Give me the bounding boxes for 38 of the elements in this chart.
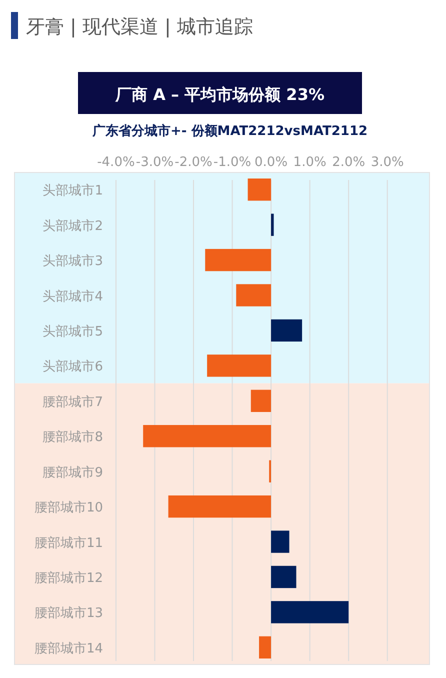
x-tick-label: 1.0% (293, 155, 326, 170)
bar (207, 354, 272, 377)
x-tick-label: -4.0% (97, 155, 135, 170)
x-tick-label: -2.0% (174, 155, 212, 170)
bar (143, 425, 272, 448)
y-tick-label: 腰部城市12 (34, 570, 103, 586)
bar (205, 248, 272, 272)
y-tick-label: 腰部城市11 (34, 536, 103, 551)
bar (271, 601, 349, 624)
y-tick-label: 头部城市3 (42, 254, 103, 270)
y-tick-label: 头部城市5 (42, 324, 103, 340)
y-tick-label: 头部城市6 (42, 360, 103, 375)
y-tick-label: 头部城市4 (42, 289, 103, 304)
bar (271, 319, 302, 342)
y-tick-label: 腰部城市9 (42, 465, 103, 480)
bar (168, 495, 272, 518)
y-tick-label: 腰部城市7 (42, 394, 103, 410)
y-tick-label: 腰部城市13 (34, 606, 103, 622)
y-tick-label: 腰部城市8 (42, 430, 103, 446)
bar (271, 566, 296, 588)
chart-subtitle: 厂商 A – 平均市场份额 23% (114, 85, 324, 104)
text: 广东省分城市+- 份额MAT2212vsMAT2112 (91, 123, 368, 139)
x-tick-label: 0.0% (254, 155, 288, 170)
bar (271, 214, 274, 236)
bar (248, 178, 272, 201)
x-tick-label: -3.0% (136, 155, 174, 170)
y-tick-label: 腰部城市14 (34, 641, 103, 656)
bar (259, 636, 272, 658)
x-tick-label: -1.0% (213, 155, 252, 170)
y-tick-label: 头部城市2 (42, 218, 103, 234)
y-tick-label: 腰部城市10 (34, 500, 103, 516)
bar (236, 284, 272, 306)
x-tick-label: 2.0% (332, 155, 366, 170)
chart-title: 牙膏 | 现代渠道 | 城市追踪 (26, 16, 253, 38)
bar (250, 390, 272, 412)
x-tick-label: 3.0% (370, 155, 404, 170)
y-tick-label: 头部城市1 (42, 184, 103, 199)
bar (271, 530, 290, 553)
